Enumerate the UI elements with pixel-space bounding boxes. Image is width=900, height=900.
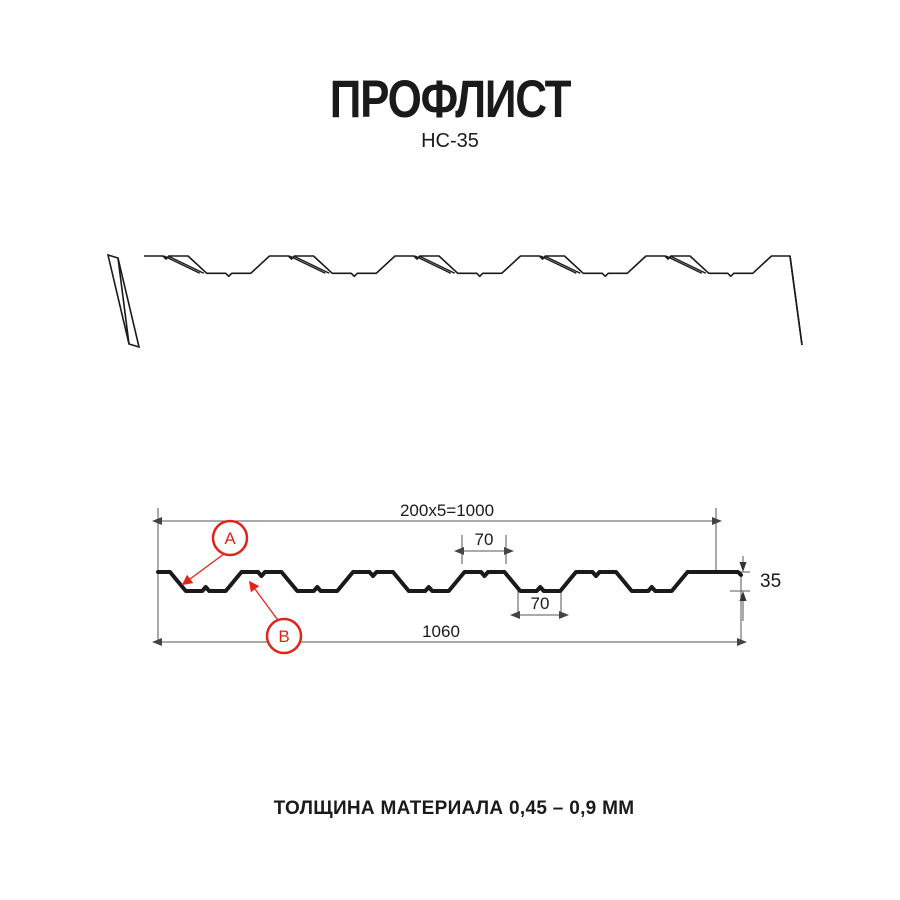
svg-text:A: A — [224, 529, 236, 548]
svg-text:1060: 1060 — [422, 622, 460, 641]
svg-text:70: 70 — [531, 594, 550, 613]
svg-text:200x5=1000: 200x5=1000 — [400, 501, 494, 520]
svg-text:70: 70 — [475, 530, 494, 549]
svg-text:35: 35 — [760, 571, 781, 592]
svg-text:B: B — [278, 627, 289, 646]
